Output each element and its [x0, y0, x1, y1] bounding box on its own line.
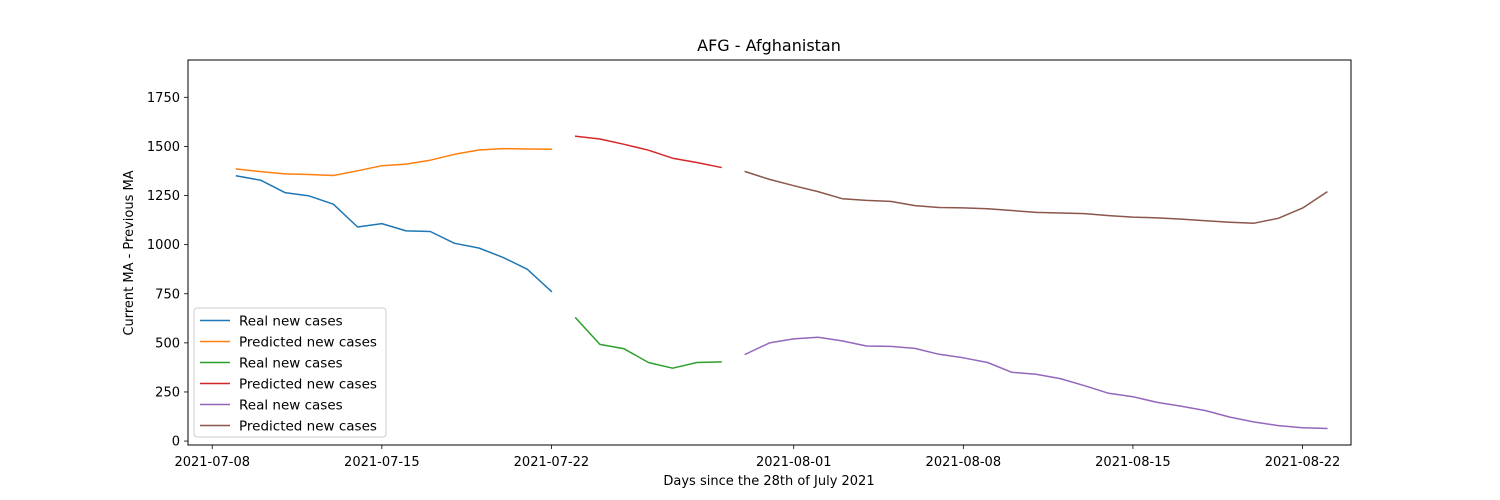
y-tick-label: 1250	[147, 189, 180, 204]
series-line-4	[574, 135, 722, 169]
y-tick-label: 750	[155, 287, 180, 302]
x-tick-label: 2021-08-15	[1095, 455, 1171, 470]
plot-frame	[187, 59, 1352, 446]
series-line-5	[744, 336, 1328, 430]
legend-label-2: Predicted new cases	[239, 335, 377, 351]
legend-label-4: Predicted new cases	[239, 377, 377, 393]
legend-box	[193, 307, 387, 438]
y-tick-label: 500	[155, 336, 180, 351]
x-tick-label: 2021-07-08	[174, 455, 250, 470]
legend-label-3: Real new cases	[239, 356, 343, 372]
x-tick-label: 2021-08-08	[926, 455, 1002, 470]
x-tick-label: 2021-07-22	[514, 455, 590, 470]
chart-title: AFG - Afghanistan	[697, 36, 841, 55]
x-axis-label: Days since the 28th of July 2021	[663, 474, 874, 489]
legend-label-5: Real new cases	[239, 398, 343, 414]
x-axis: 2021-07-08 2021-07-15 2021-07-22 2021-08-01…	[174, 445, 1340, 470]
legend-label-1: Real new cases	[239, 314, 343, 330]
series-line-3	[574, 316, 722, 369]
legend-label-6: Predicted new cases	[239, 419, 377, 435]
y-tick-label: 0	[172, 435, 180, 450]
series-line-2	[235, 147, 553, 177]
y-tick-label: 250	[155, 385, 180, 400]
y-tick-label: 1000	[147, 238, 180, 253]
x-tick-label: 2021-08-01	[756, 455, 832, 470]
series-line-1	[235, 175, 553, 293]
y-axis-label: Current MA - Previous MA	[122, 170, 137, 335]
series-line-6	[744, 170, 1328, 224]
y-tick-label: 1750	[147, 91, 180, 106]
x-tick-label: 2021-07-15	[344, 455, 420, 470]
legend: Real new cases Predicted new cases Real ne…	[193, 307, 387, 438]
series-layer	[235, 135, 1328, 430]
y-tick-label: 1500	[147, 140, 180, 155]
y-axis: 0 250 500 750 1000 1250 1500 1750	[147, 91, 188, 450]
x-tick-label: 2021-08-22	[1265, 455, 1341, 470]
